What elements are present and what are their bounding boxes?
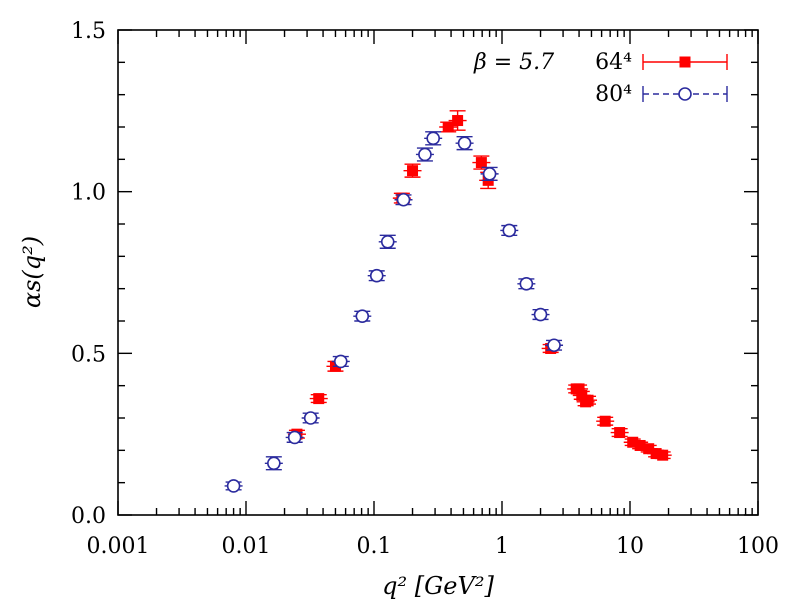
legend-marker bbox=[679, 56, 691, 68]
data-point bbox=[442, 121, 454, 133]
data-point bbox=[380, 234, 395, 249]
data-point bbox=[482, 167, 497, 181]
data-point bbox=[547, 338, 561, 353]
x-tick-label: 1 bbox=[495, 534, 509, 559]
series-80 bbox=[224, 131, 564, 493]
data-point bbox=[533, 307, 548, 322]
data-point bbox=[426, 131, 440, 146]
x-tick-label: 10 bbox=[616, 534, 644, 559]
series-layer bbox=[224, 110, 672, 493]
x-tick-label: 0.01 bbox=[222, 534, 271, 559]
y-tick-label: 1.5 bbox=[71, 19, 106, 44]
data-point bbox=[582, 394, 594, 406]
axis-ticks bbox=[117, 29, 759, 516]
legend: β = 5.7 64⁴ 80⁴ bbox=[473, 50, 728, 107]
data-point bbox=[576, 389, 588, 401]
data-point bbox=[573, 383, 585, 395]
legend-marker bbox=[678, 87, 692, 101]
data-point bbox=[457, 136, 472, 150]
data-point bbox=[614, 427, 626, 439]
data-point bbox=[226, 479, 241, 493]
data-point bbox=[355, 309, 370, 323]
legend-label-64: 64⁴ bbox=[595, 50, 632, 75]
data-point bbox=[369, 268, 384, 283]
data-point bbox=[313, 393, 325, 405]
legend-sample-64 bbox=[642, 54, 728, 70]
legend-title: β = 5.7 bbox=[473, 50, 554, 75]
data-point bbox=[396, 192, 411, 207]
data-point bbox=[475, 157, 487, 169]
data-point bbox=[519, 277, 534, 291]
y-tick-labels: 0.0 0.5 1.0 1.5 bbox=[71, 19, 106, 529]
data-point bbox=[452, 115, 464, 127]
data-point bbox=[643, 443, 655, 455]
x-axis-label: q² [GeV²] bbox=[382, 572, 494, 600]
legend-sample-80 bbox=[642, 86, 728, 102]
data-point bbox=[599, 415, 611, 427]
data-point bbox=[650, 448, 662, 460]
data-point bbox=[502, 223, 517, 238]
x-tick-label: 100 bbox=[737, 534, 779, 559]
data-point bbox=[407, 165, 419, 177]
data-point bbox=[418, 147, 432, 162]
series-64 bbox=[287, 110, 672, 461]
x-tick-label: 0.001 bbox=[87, 534, 150, 559]
data-point bbox=[303, 411, 318, 425]
y-tick-label: 0.5 bbox=[71, 342, 106, 367]
data-point bbox=[657, 449, 669, 461]
data-point bbox=[267, 456, 281, 471]
data-point bbox=[287, 430, 302, 445]
x-tick-label: 0.1 bbox=[357, 534, 392, 559]
y-axis-label: αs(q²) bbox=[18, 236, 46, 308]
legend-label-80: 80⁴ bbox=[595, 82, 632, 107]
y-tick-label: 0.0 bbox=[71, 504, 106, 529]
plot-frame bbox=[117, 29, 759, 516]
data-point bbox=[333, 354, 348, 369]
x-tick-labels: 0.001 0.01 0.1 1 10 100 bbox=[87, 534, 779, 559]
data-point bbox=[634, 439, 646, 451]
y-tick-label: 1.0 bbox=[71, 181, 106, 206]
